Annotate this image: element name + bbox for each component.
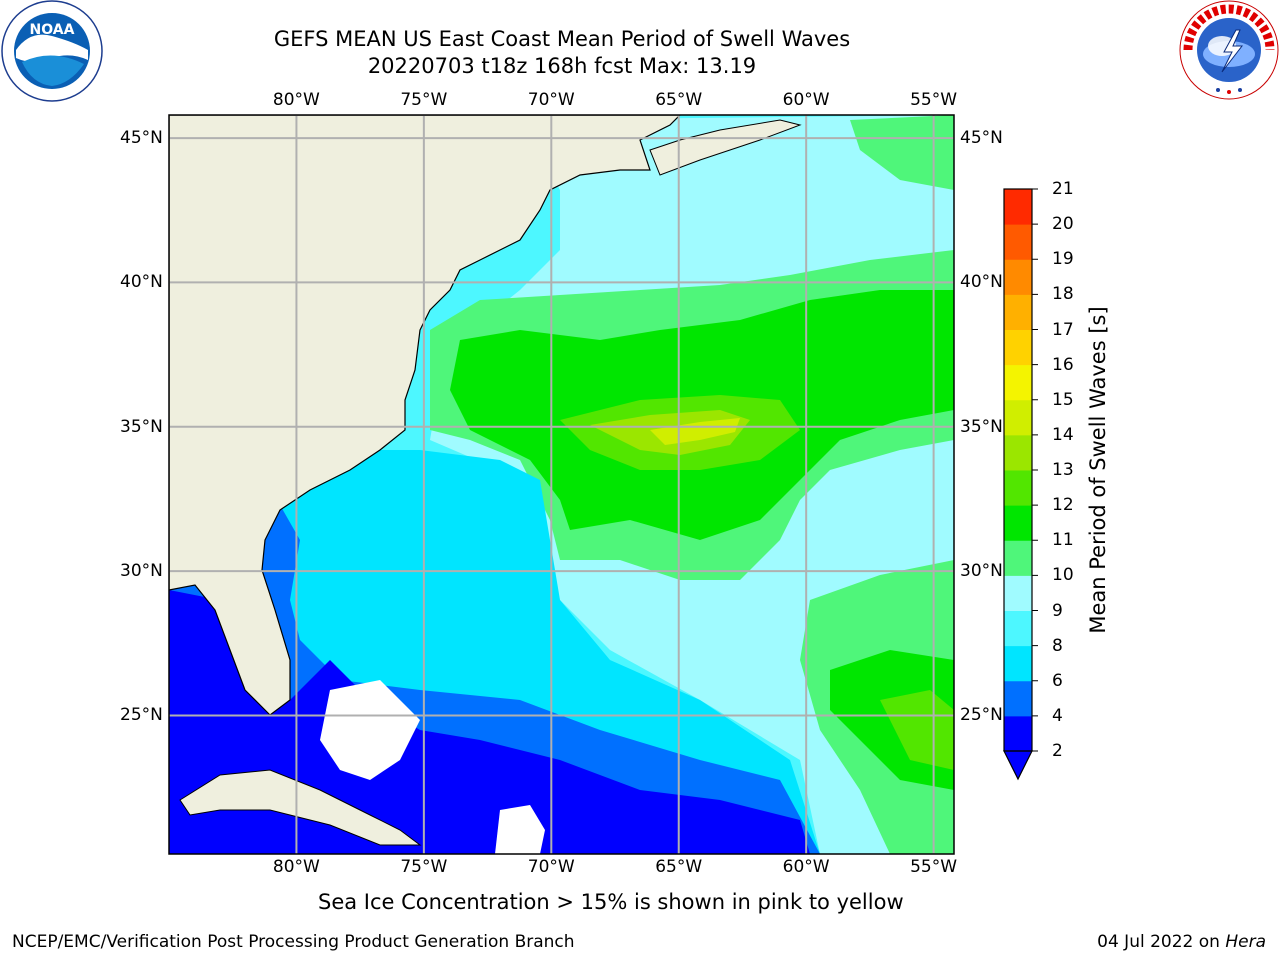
land-cuba [179,769,422,846]
footer-date-text: 04 Jul 2022 on [1097,932,1226,952]
colorbar-segment [1004,575,1032,611]
colorbar-tick-label: 12 [1052,495,1074,516]
colorbar-segment [1004,329,1032,366]
colorbar-tick-label: 11 [1052,530,1074,551]
lat-tick-label: 25°N [120,705,163,726]
lon-tick-label: 70°W [527,857,575,877]
lat-tick-label: 40°N [120,272,163,293]
colorbar-segment [1004,540,1032,576]
colorbar-tick-label: 16 [1052,354,1074,375]
lon-tick-label: 80°W [272,90,320,110]
lon-tick-label: 70°W [527,90,575,110]
nws-logo-icon [1179,0,1279,100]
colorbar-tick-label: 4 [1052,705,1063,726]
colorbar-tick-label: 9 [1052,600,1063,621]
chart-subtitle: 20220703 t18z 168h fcst Max: 13.19 [367,54,757,78]
colorbar-segment [1004,364,1032,401]
colorbar-label: Mean Period of Swell Waves [s] [1086,306,1110,634]
colorbar-segment [1004,470,1032,506]
colorbar-tick-label: 6 [1052,670,1063,691]
colorbar-tick-label: 15 [1052,389,1074,410]
sea-ice-note: Sea Ice Concentration > 15% is shown in … [318,890,904,914]
colorbar-segment [1004,505,1032,541]
lon-tick-label: 65°W [655,90,703,110]
colorbar-segment [1004,610,1032,647]
noaa-logo-text: NOAA [30,22,75,38]
swell-region-11-12-se [880,690,954,770]
no-data-region [320,680,420,780]
no-data-region-2 [495,805,545,854]
colorbar-tick-label: 18 [1052,284,1074,305]
colorbar-extend-arrow [1003,750,1033,781]
colorbar-segment [1004,294,1032,330]
colorbar-segment [1004,399,1032,436]
colorbar-tick-label: 10 [1052,565,1074,586]
colorbar-segment [1004,434,1032,471]
lat-tick-label: 25°N [960,705,1003,726]
colorbar-tick-label: 17 [1052,319,1074,340]
colorbar-segment [1004,645,1032,682]
swell-region-2-4 [169,590,810,854]
colorbar-tick-label: 20 [1052,214,1074,235]
footer-date: 04 Jul 2022 on Hera [1097,932,1266,952]
colorbar-tick-label: 21 [1052,179,1074,199]
lat-tick-label: 30°N [120,561,163,582]
lon-tick-label: 55°W [910,90,958,110]
colorbar-tick-label: 19 [1052,249,1074,270]
colorbar-tick-label: 13 [1052,460,1074,480]
colorbar-tick-label: 2 [1052,741,1063,761]
lon-tick-label: 60°W [782,857,830,877]
lon-tick-label: 55°W [910,857,958,877]
lat-tick-label: 40°N [960,272,1003,293]
map-field [169,115,954,854]
footer-machine: Hera [1225,932,1266,952]
swell-region-9-10-ne [850,115,954,190]
lat-tick-label: 45°N [960,128,1003,149]
colorbar-segment [1004,259,1032,295]
swell-region-13-14 [650,418,740,445]
land-nova-scotia [649,119,802,176]
lon-tick-label: 60°W [782,90,830,110]
noaa-logo-icon: NOAA [1,0,103,102]
graticule [169,115,954,854]
colorbar [1003,188,1038,781]
colorbar-tick-label: 14 [1052,424,1074,445]
colorbar-segment [1004,224,1032,260]
colorbar-tick-label: 8 [1052,635,1063,656]
lon-tick-label: 75°W [400,90,448,110]
lon-tick-label: 75°W [400,857,448,877]
colorbar-segment [1004,189,1032,225]
colorbar-segment [1004,715,1032,752]
footer-credit: NCEP/EMC/Verification Post Processing Pr… [12,932,575,952]
chart-title: GEFS MEAN US East Coast Mean Period of S… [273,27,851,51]
colorbar-segment [1004,680,1032,717]
lat-tick-label: 30°N [960,561,1003,582]
map-frame [168,114,955,855]
lat-tick-label: 35°N [960,416,1003,437]
lat-tick-label: 35°N [120,416,163,437]
lon-tick-label: 65°W [655,857,703,877]
lat-tick-label: 45°N [120,128,163,149]
lon-tick-label: 80°W [272,857,320,877]
